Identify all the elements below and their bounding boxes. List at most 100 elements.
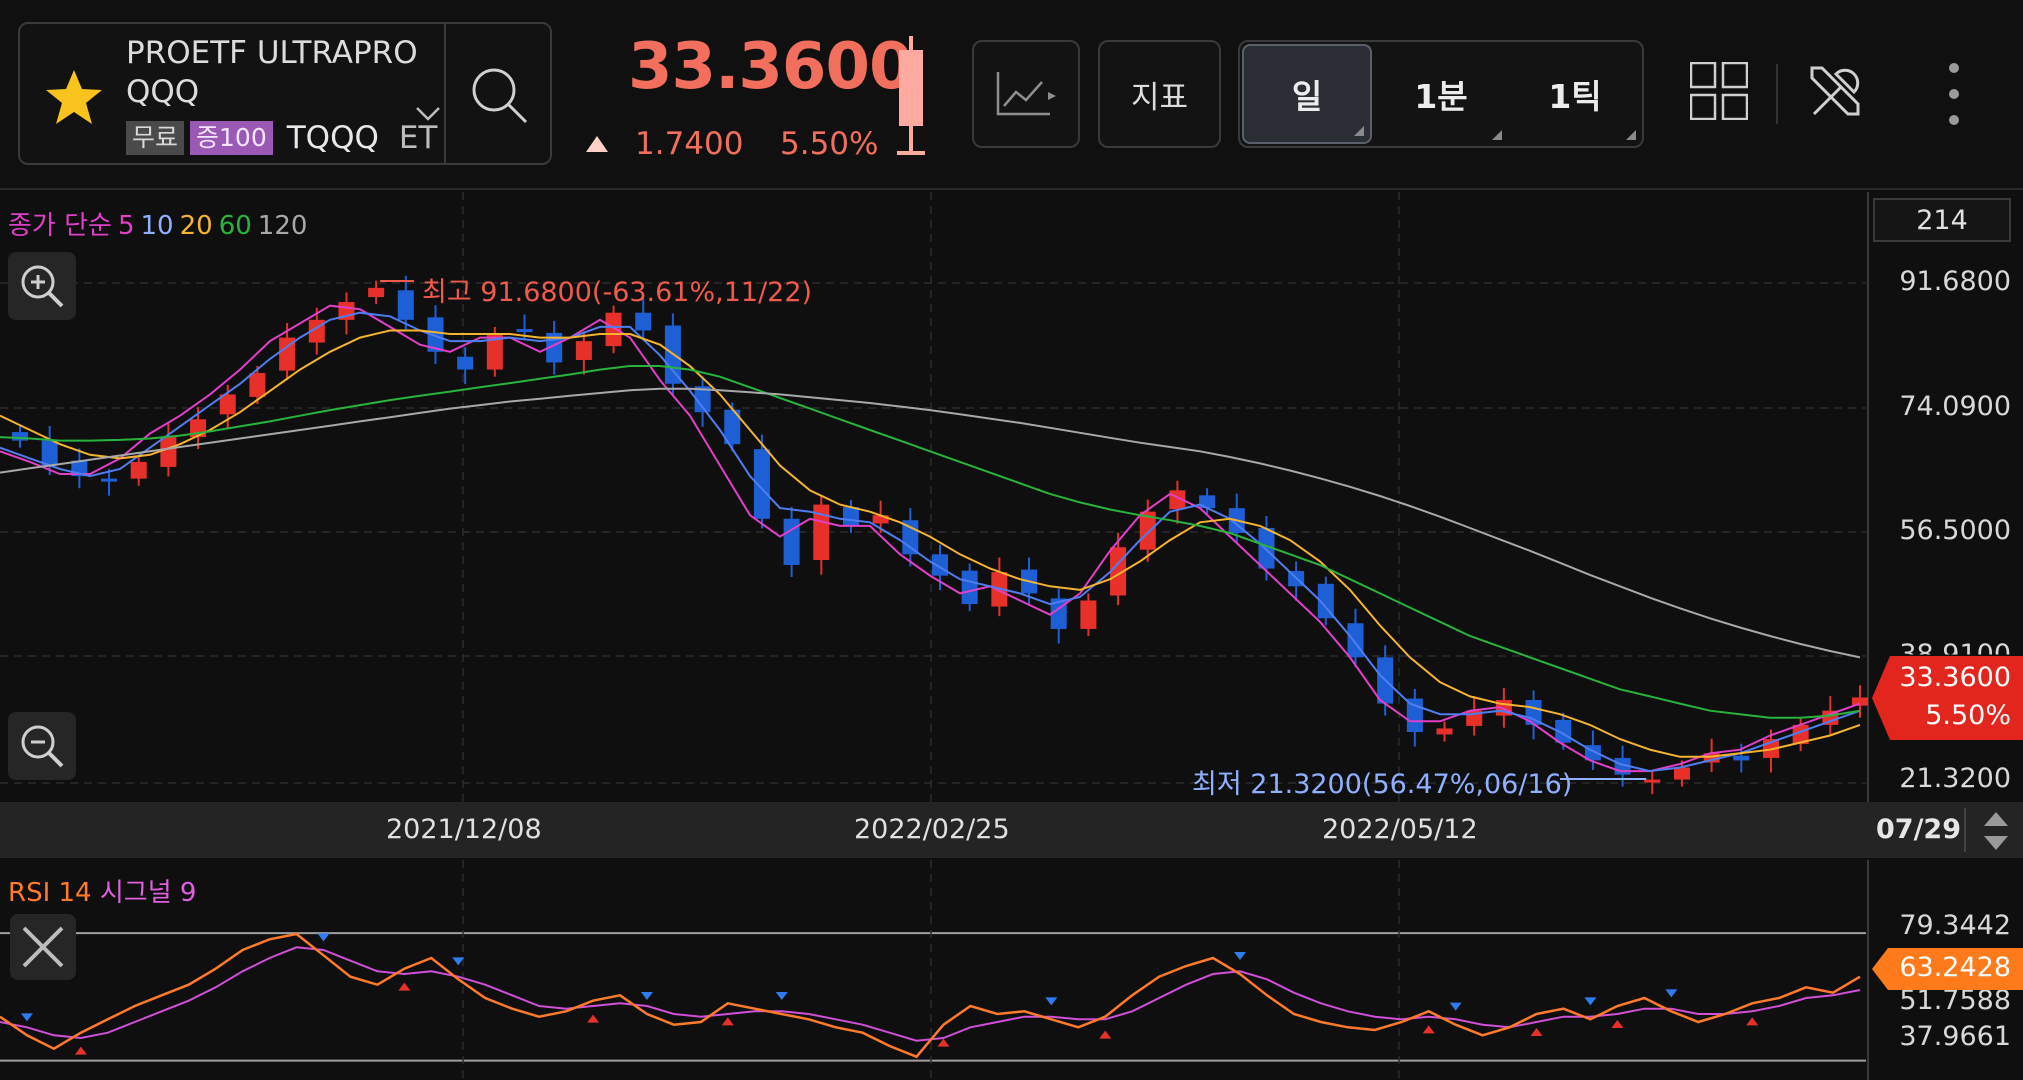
- y-tick-label: 91.6800: [1899, 266, 2011, 297]
- candle: [1852, 697, 1868, 706]
- buy-signal-icon: [74, 1046, 87, 1055]
- candle: [842, 507, 859, 526]
- sell-signal-icon: [1665, 989, 1678, 998]
- layout-grid-icon[interactable]: [1690, 62, 1748, 120]
- x-end-label: 07/29: [1876, 814, 1962, 845]
- candle: [1139, 511, 1156, 550]
- ma-line-120: [0, 387, 1861, 659]
- ma-line-5: [0, 304, 1861, 773]
- tools-icon[interactable]: [1806, 62, 1866, 122]
- rsi-signal-label: 시그널 9: [99, 878, 197, 908]
- candle: [427, 317, 444, 352]
- date-axis: 2021/12/08 2022/02/25 2022/05/12: [0, 802, 1866, 858]
- period-selector: 일 1분 1틱: [1238, 40, 1644, 148]
- candle: [783, 518, 800, 565]
- buy-signal-icon: [1422, 1025, 1435, 1034]
- candle: [12, 432, 28, 441]
- sell-signal-icon: [775, 992, 788, 1000]
- favorite-star-icon[interactable]: [42, 66, 106, 130]
- period-1tick[interactable]: 1틱: [1508, 42, 1642, 146]
- price-chart[interactable]: [0, 192, 2023, 802]
- period-day[interactable]: 일: [1242, 44, 1372, 144]
- candle: [961, 570, 978, 605]
- price-tag-price: 33.3600: [1899, 662, 2011, 693]
- period-day-label: 일: [1291, 77, 1323, 116]
- legend-prefix: 종가 단순: [8, 211, 112, 241]
- candle: [1258, 528, 1275, 569]
- sell-signal-icon: [1584, 997, 1597, 1006]
- price-change: 1.7400: [635, 126, 744, 162]
- top-bar: PROETF ULTRAPRO QQQ 무료 증100 TQQQ ET 33.3…: [0, 0, 2023, 190]
- ma-line-10: [0, 311, 1861, 773]
- candle: [249, 373, 266, 397]
- candle: [130, 461, 147, 479]
- buy-signal-icon: [1611, 1020, 1624, 1028]
- sell-signal-icon: [1234, 952, 1246, 960]
- zoom-in-button[interactable]: [8, 252, 76, 320]
- candle: [279, 337, 296, 371]
- legend-ma10: 10: [140, 211, 174, 241]
- rsi-tag-shape: [1872, 948, 2023, 990]
- date-axis-end: 07/29: [1866, 802, 2023, 858]
- free-badge: 무료: [126, 121, 185, 155]
- legend-ma60: 60: [218, 211, 252, 241]
- candle: [1199, 495, 1216, 509]
- buy-signal-icon: [721, 1017, 734, 1026]
- low-annotation: 최저 21.3200(56.47%,06/16): [1192, 769, 1573, 800]
- chart-style-button[interactable]: [972, 40, 1080, 148]
- candle: [397, 290, 414, 320]
- ticker-selector[interactable]: PROETF ULTRAPRO QQQ 무료 증100 TQQQ ET: [18, 22, 552, 165]
- y-tick-label: 74.0900: [1899, 391, 2011, 422]
- buy-signal-icon: [937, 1038, 950, 1047]
- indicator-button[interactable]: 지표: [1098, 40, 1221, 148]
- period-1min[interactable]: 1분: [1374, 42, 1508, 146]
- rsi-line: [0, 932, 1861, 1059]
- high-annotation: 최고 91.6800(-63.61%,11/22): [422, 277, 813, 308]
- period-1min-label: 1분: [1414, 77, 1468, 116]
- candle: [1436, 728, 1453, 735]
- candle: [724, 409, 741, 445]
- margin-badge: 증100: [190, 121, 273, 155]
- x-tick-label: 2021/12/08: [386, 814, 542, 845]
- ma-legend: 종가 단순 5 10 20 60 120: [8, 205, 313, 242]
- ma-line-60: [0, 365, 1861, 719]
- scroll-arrows-icon[interactable]: [1976, 808, 2016, 854]
- candle: [753, 449, 770, 519]
- y-tick-label: 38.9100: [1899, 639, 2011, 670]
- candle: [872, 515, 889, 524]
- rsi-tick-label: 79.3442: [1899, 910, 2011, 941]
- chevron-down-icon[interactable]: [414, 104, 442, 124]
- legend-ma20: 20: [179, 211, 213, 241]
- ticker-name: PROETF ULTRAPRO QQQ: [126, 35, 428, 110]
- rsi-tick-label: 37.9661: [1899, 1021, 2011, 1052]
- close-indicator-button[interactable]: [10, 914, 76, 980]
- rsi-current-tag: 63.2428: [1872, 948, 2023, 990]
- search-button[interactable]: [444, 24, 550, 163]
- y-tick-label: 56.5000: [1899, 515, 2011, 546]
- candle: [219, 394, 236, 415]
- ma-line-20: [0, 329, 1861, 758]
- candle: [694, 386, 711, 413]
- candle: [1347, 623, 1364, 658]
- sell-signal-icon: [317, 933, 330, 942]
- current-price: 33.3600: [628, 30, 913, 104]
- ticker-code: TQQQ: [286, 120, 379, 156]
- price-change-pct: 5.50%: [780, 126, 879, 162]
- candle: [1733, 755, 1750, 761]
- candle: [605, 312, 622, 347]
- rsi-chart[interactable]: [0, 860, 2023, 1080]
- candle: [1317, 583, 1334, 619]
- more-menu-icon[interactable]: [1942, 62, 1966, 126]
- zoom-out-icon: [21, 725, 64, 768]
- up-arrow-icon: [586, 136, 608, 152]
- buy-signal-icon: [398, 982, 411, 991]
- price-tag-shape: [1872, 656, 2023, 740]
- candle: [1644, 779, 1661, 783]
- sell-signal-icon: [640, 992, 653, 1000]
- zoom-in-icon: [21, 265, 64, 308]
- buy-signal-icon: [1746, 1017, 1759, 1026]
- sell-signal-icon: [1449, 1002, 1462, 1011]
- y-tick-label: 21.3200: [1899, 763, 2011, 794]
- candle: [1080, 600, 1097, 629]
- zoom-out-button[interactable]: [8, 712, 76, 780]
